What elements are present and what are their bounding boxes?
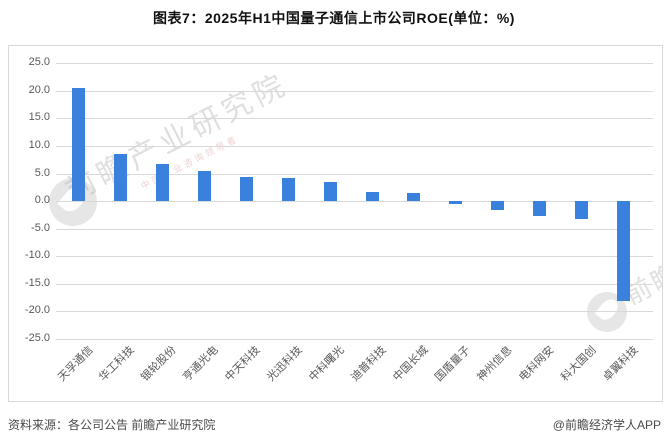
bar — [407, 192, 421, 201]
x-axis-label: 电科网安 — [516, 344, 557, 384]
brand-credit: @前瞻经济学人APP — [552, 418, 661, 432]
x-axis-label: 中科曙光 — [307, 344, 347, 384]
bar — [575, 201, 589, 220]
x-axis-label: 天孚通信 — [55, 344, 96, 384]
x-axis-label: 中天科技 — [223, 344, 263, 384]
bar — [365, 192, 379, 201]
footer: 资料来源：各公司公告 前瞻产业研究院 @前瞻经济学人APP — [0, 412, 668, 436]
chart-area: 前瞻产业研究院 中国产业咨询领导者 前瞻 25.0 20.0 15.0 10.0 5.0… — [8, 45, 663, 402]
gridline — [56, 173, 653, 175]
x-axis-label: 国盾量子 — [432, 344, 473, 384]
bar — [281, 178, 295, 201]
bar — [72, 88, 85, 201]
x-axis-label: 光迅科技 — [265, 344, 305, 384]
y-axis-tick-label: 20.0 — [28, 83, 50, 96]
chart-title: 图表7：2025年H1中国量子通信上市公司ROE(单位：%) — [153, 10, 515, 26]
bar — [617, 201, 630, 301]
y-axis-tick-label: -10.0 — [24, 249, 50, 262]
bar — [323, 181, 337, 201]
x-axis-label: 卓翼科技 — [600, 344, 641, 384]
x-axis-label: 华工科技 — [97, 344, 137, 384]
gridline — [56, 256, 653, 258]
bar — [197, 170, 211, 201]
y-axis-tick-label: -25.0 — [24, 331, 50, 344]
gridline — [56, 90, 653, 92]
gridline — [56, 145, 653, 147]
source-note: 资料来源：各公司公告 前瞻产业研究院 — [8, 418, 216, 432]
gridline — [56, 63, 653, 65]
x-axis-label: 神州信息 — [474, 344, 515, 384]
gridline — [56, 118, 653, 120]
bar — [239, 176, 253, 201]
y-axis-tick-label: 10.0 — [28, 138, 50, 151]
gridline — [56, 283, 653, 285]
gridline — [56, 201, 653, 202]
x-axis-label: 银轮股份 — [139, 344, 179, 384]
x-axis-label: 科大国创 — [558, 344, 599, 384]
bar — [113, 154, 127, 201]
y-axis-tick-label: 25.0 — [28, 56, 50, 69]
y-axis-tick-label: -15.0 — [24, 276, 50, 289]
bar — [449, 201, 463, 205]
y-axis-tick-label: -20.0 — [24, 304, 50, 317]
gridline — [56, 338, 653, 340]
bar — [155, 164, 169, 201]
gridline — [56, 228, 653, 230]
bar — [491, 201, 505, 210]
x-axis-label: 亨通光电 — [181, 344, 221, 384]
y-axis-tick-label: -5.0 — [31, 221, 50, 234]
y-axis-tick-label: 5.0 — [34, 166, 50, 179]
y-axis-tick-label: 0.0 — [34, 194, 50, 206]
plot: 25.0 20.0 15.0 10.0 5.0 0.0 -5.0 -10.0 -15.0 -20.… — [9, 46, 662, 401]
x-axis-label: 迪普科技 — [349, 344, 389, 384]
y-axis-tick-label: 15.0 — [28, 111, 50, 124]
x-axis-label: 中国长城 — [390, 344, 431, 384]
bar — [533, 201, 547, 217]
gridline — [56, 311, 653, 313]
